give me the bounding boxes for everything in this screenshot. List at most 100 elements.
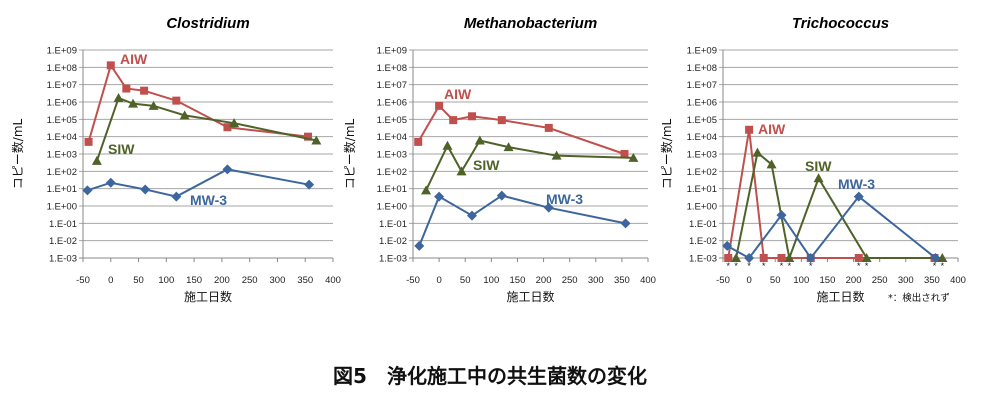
data-point — [744, 253, 755, 263]
y-tick-label: 1.E+00 — [377, 202, 407, 213]
y-tick-label: 1.E-01 — [379, 219, 407, 230]
y-tick-label: 1.E-01 — [689, 219, 717, 230]
y-tick-label: 1.E+02 — [687, 167, 717, 178]
x-tick-label: 400 — [640, 275, 656, 286]
data-point — [122, 84, 131, 93]
series-label: AIW — [444, 86, 472, 102]
x-tick-label: 100 — [483, 275, 499, 286]
y-tick-label: 1.E+04 — [687, 132, 717, 143]
series-line-mw-3 — [87, 168, 310, 198]
x-tick-label: 200 — [214, 275, 230, 286]
data-point — [140, 86, 149, 95]
y-tick-label: 1.E+07 — [47, 80, 77, 91]
y-tick-label: 1.E+09 — [687, 46, 717, 57]
y-tick-label: 1.E+06 — [47, 98, 77, 109]
series-line-mw-3 — [418, 194, 626, 247]
data-point — [304, 132, 312, 141]
data-point — [745, 125, 754, 134]
data-point — [543, 202, 554, 213]
y-tick-label: 1.E+04 — [47, 132, 77, 143]
x-tick-label: 250 — [242, 275, 258, 286]
series-label: MW-3 — [190, 192, 227, 208]
x-tick-label: 300 — [898, 275, 914, 286]
data-point — [776, 210, 787, 221]
x-tick-label: 100 — [793, 275, 809, 286]
data-point — [544, 123, 553, 132]
y-axis-label: コピー数/mL — [10, 118, 25, 189]
chart-methanobacterium: Methanobacterium 1.E-03 1.E-02 1.E-01 1.E+00… — [342, 15, 656, 304]
x-tick-label: 400 — [950, 275, 966, 286]
data-point — [854, 254, 863, 262]
x-tick-label: 0 — [436, 275, 441, 286]
data-point — [84, 137, 93, 146]
y-tick-label: 1.E+05 — [47, 115, 77, 126]
data-point — [805, 253, 816, 263]
data-point — [628, 152, 639, 162]
x-tick-label: -50 — [406, 275, 420, 286]
x-tick-label: -50 — [76, 275, 90, 286]
y-tick-label: 1.E+03 — [47, 150, 77, 161]
x-tick-label: 400 — [325, 275, 341, 286]
not-detected-asterisk: * — [734, 261, 738, 272]
not-detected-asterisk: * — [787, 261, 791, 272]
not-detected-asterisk: * — [940, 261, 944, 272]
x-tick-label: 0 — [746, 275, 751, 286]
y-tick-label: 1.E+01 — [377, 184, 407, 195]
data-point — [172, 96, 181, 105]
data-point — [171, 191, 182, 202]
not-detected-asterisk: * — [809, 261, 813, 272]
data-point — [731, 253, 742, 262]
data-point — [620, 218, 631, 229]
y-tick-label: 1.E-03 — [379, 254, 407, 265]
series-label: SIW — [805, 158, 832, 174]
series-label: AIW — [758, 121, 786, 137]
chart-title: Methanobacterium — [464, 15, 597, 32]
figure-caption: 図5 浄化施工中の共生菌数の変化 — [333, 364, 647, 388]
not-detected-asterisk: * — [747, 261, 751, 272]
y-axis-label: コピー数/mL — [659, 118, 674, 189]
x-axis-label: 施工日数 — [506, 289, 554, 304]
data-point — [449, 116, 458, 125]
x-axis-label: 施工日数 — [184, 289, 232, 304]
y-tick-label: 1.E+09 — [377, 46, 407, 57]
data-point — [421, 185, 432, 195]
chart-title: Trichococcus — [792, 15, 889, 32]
x-tick-label: 250 — [562, 275, 578, 286]
data-point — [784, 253, 795, 262]
y-tick-label: 1.E+01 — [687, 184, 717, 195]
data-point — [434, 191, 445, 202]
x-tick-label: 100 — [158, 275, 174, 286]
chart-title: Clostridium — [166, 15, 249, 32]
y-tick-label: 1.E+00 — [47, 202, 77, 213]
y-tick-label: 1.E-03 — [689, 254, 717, 265]
data-point — [106, 61, 115, 70]
x-tick-label: 50 — [770, 275, 781, 286]
data-point — [223, 123, 232, 132]
chart-trichococcus: Trichococcus 1.E-03 1.E-02 1.E-01 1.E+00 1.E+… — [659, 15, 966, 304]
y-axis-label: コピー数/mL — [342, 118, 357, 189]
data-point — [759, 254, 768, 262]
data-point — [551, 150, 562, 160]
y-tick-label: 1.E-03 — [49, 254, 77, 265]
data-point — [229, 118, 240, 128]
data-point — [474, 135, 485, 145]
x-tick-label: -50 — [716, 275, 730, 286]
not-detected-asterisk: * — [865, 261, 869, 272]
y-tick-label: 1.E+06 — [687, 98, 717, 109]
data-point — [91, 155, 102, 165]
data-point — [414, 240, 425, 251]
not-detected-asterisk: * — [857, 261, 861, 272]
data-point — [468, 112, 477, 121]
y-tick-label: 1.E+03 — [377, 150, 407, 161]
x-tick-label: 250 — [872, 275, 888, 286]
not-detected-asterisk: * — [933, 261, 937, 272]
data-point — [105, 177, 116, 188]
data-point — [724, 254, 733, 262]
series-label: AIW — [120, 51, 148, 67]
data-point — [467, 210, 478, 221]
data-point — [311, 135, 322, 145]
series-line-aiw — [87, 63, 309, 143]
y-tick-label: 1.E+02 — [47, 167, 77, 178]
series-label: MW-3 — [838, 176, 875, 192]
